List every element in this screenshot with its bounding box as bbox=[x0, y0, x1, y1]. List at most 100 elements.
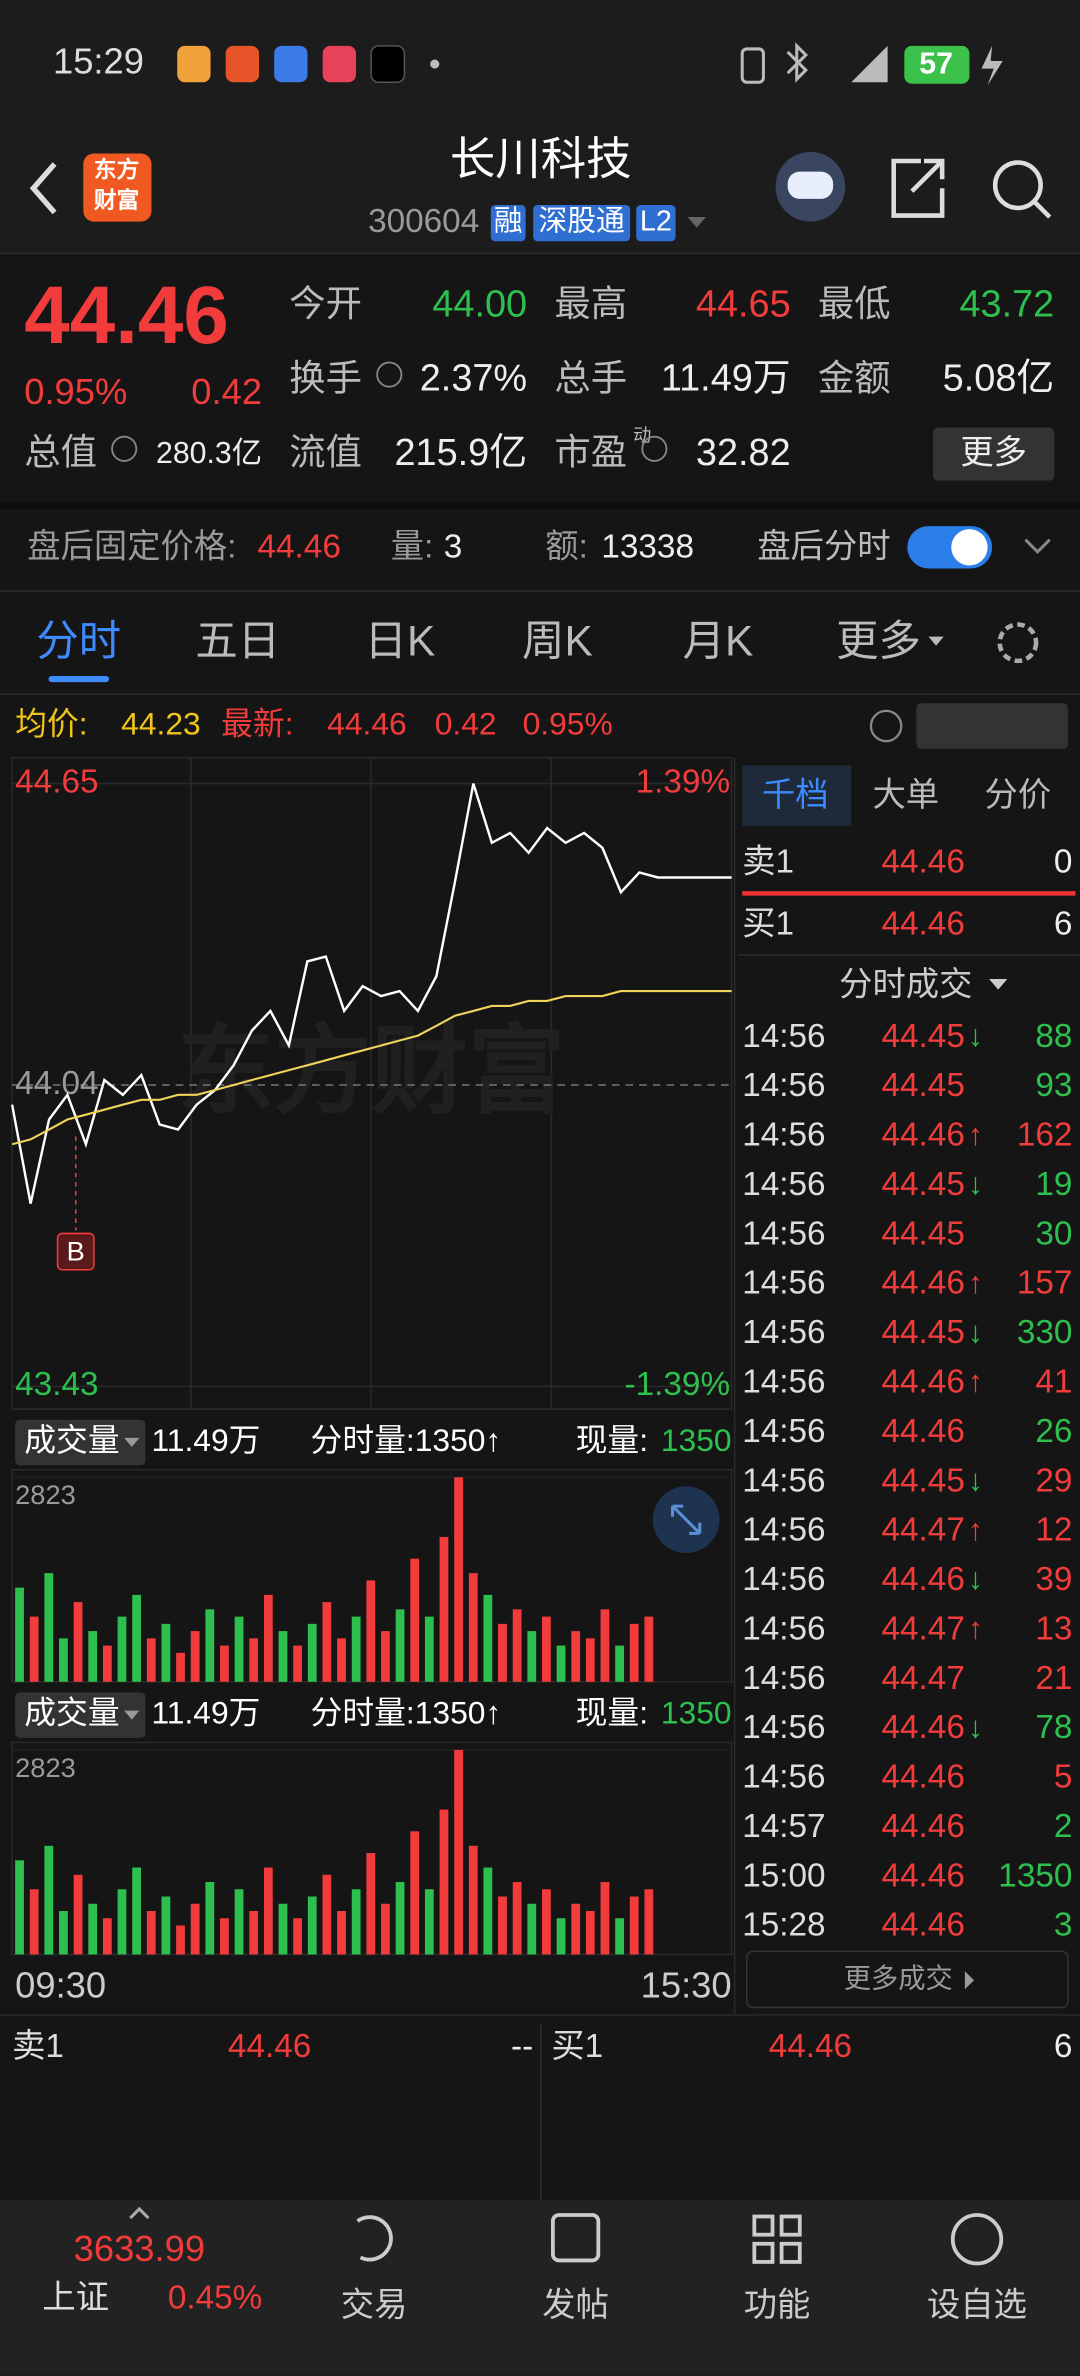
trade-vol: 88 bbox=[1035, 1018, 1072, 1055]
latest-value: 44.46 bbox=[327, 705, 407, 741]
trade-dir: ↑ bbox=[968, 1119, 983, 1152]
ah-label: 额: bbox=[545, 529, 588, 566]
clock: 15:29 bbox=[53, 41, 144, 82]
y-tick-label: 43.43 bbox=[15, 1366, 98, 1403]
volume-bar bbox=[322, 1874, 332, 1955]
nav-item[interactable]: 发帖 bbox=[542, 2287, 609, 2324]
trade-vol: 12 bbox=[1035, 1512, 1072, 1549]
volume-bar bbox=[117, 1889, 127, 1955]
trade-vol: 30 bbox=[1035, 1215, 1072, 1252]
ah-price: 44.46 bbox=[258, 529, 341, 566]
book-tab[interactable]: 分价 bbox=[985, 777, 1052, 814]
trade-vol: 1350 bbox=[998, 1857, 1072, 1894]
volume-bar bbox=[351, 1889, 361, 1955]
trade-price: 44.45 bbox=[882, 1166, 965, 1203]
more-trades-button[interactable] bbox=[746, 1950, 1069, 2009]
nav-item[interactable]: 设自选 bbox=[927, 2287, 1027, 2324]
volume-bar bbox=[600, 1882, 610, 1955]
volume-bar bbox=[29, 1889, 39, 1955]
volume-bar bbox=[59, 1638, 68, 1682]
field-value: 43.72 bbox=[959, 283, 1054, 325]
dropdown[interactable] bbox=[687, 217, 706, 228]
logo bbox=[83, 153, 152, 222]
chevron[interactable] bbox=[1024, 538, 1051, 554]
settings-button[interactable] bbox=[997, 622, 1039, 664]
tag-badge bbox=[533, 204, 631, 242]
trade-time: 15:00 bbox=[742, 1857, 825, 1894]
volume-selector[interactable] bbox=[15, 1692, 146, 1738]
search-button[interactable] bbox=[992, 160, 1043, 211]
volume-bar bbox=[629, 1623, 639, 1682]
trade-vol: 157 bbox=[1017, 1265, 1073, 1302]
volume-now-label: 现量: bbox=[576, 1422, 648, 1458]
x-label: 15:30 bbox=[641, 1964, 732, 2005]
trade-time: 14:56 bbox=[742, 1363, 825, 1400]
volume-bar bbox=[59, 1910, 68, 1955]
change: 0.42 bbox=[191, 371, 262, 412]
volume-bar bbox=[205, 1882, 215, 1955]
book-tab[interactable]: 千档 bbox=[762, 777, 829, 814]
trade-dir: ↓ bbox=[968, 1711, 983, 1744]
tab[interactable]: 五日 bbox=[195, 617, 280, 664]
tab[interactable]: 月K bbox=[683, 617, 754, 664]
volume-tick-label: 2823 bbox=[15, 1479, 76, 1510]
trade-vol: 5 bbox=[1054, 1759, 1073, 1796]
trade-time: 14:56 bbox=[742, 1512, 825, 1549]
trade-price: 44.47 bbox=[882, 1512, 965, 1549]
volume-bar bbox=[395, 1609, 405, 1682]
field-value: 44.65 bbox=[696, 283, 791, 325]
help-icon[interactable] bbox=[869, 709, 903, 743]
tab[interactable]: 日K bbox=[365, 617, 436, 664]
volume-bar bbox=[234, 1616, 244, 1682]
volume-bar bbox=[468, 1845, 478, 1955]
volume-now: 1350 bbox=[661, 1422, 732, 1458]
trade-price: 44.45 bbox=[882, 1215, 965, 1252]
trade-dir: ↑ bbox=[968, 1366, 983, 1399]
logo-text: 财富 bbox=[94, 187, 139, 213]
tab[interactable]: 周K bbox=[522, 617, 593, 664]
mode-bg bbox=[916, 703, 1068, 749]
volume-bar bbox=[615, 1918, 624, 1955]
tab[interactable]: 更多 bbox=[836, 617, 921, 664]
volume-bar bbox=[454, 1749, 463, 1955]
volume-bar bbox=[439, 1809, 449, 1955]
field-sup: 动 bbox=[633, 425, 651, 445]
book-tab[interactable]: 大单 bbox=[872, 777, 939, 814]
trade-time: 14:56 bbox=[742, 1314, 825, 1351]
tab[interactable]: 分时 bbox=[36, 617, 121, 664]
volume-bar bbox=[44, 1845, 54, 1955]
book-price: 44.46 bbox=[769, 2028, 852, 2065]
y2-tick-label: -1.39% bbox=[625, 1366, 731, 1403]
info-icon bbox=[376, 361, 403, 388]
trade-time: 14:56 bbox=[742, 1462, 825, 1499]
trade-vol: 330 bbox=[1017, 1314, 1073, 1351]
volume-bar bbox=[585, 1638, 595, 1682]
share-button[interactable] bbox=[891, 158, 945, 218]
price-line bbox=[10, 783, 732, 1204]
trade-time: 14:56 bbox=[742, 1117, 825, 1154]
trade-price: 44.45 bbox=[882, 1462, 965, 1499]
volume-bar bbox=[571, 1903, 581, 1955]
ah-amt: 13338 bbox=[601, 529, 694, 566]
field-label: 换手 bbox=[289, 357, 362, 398]
volume-bar bbox=[600, 1609, 610, 1682]
trade-price: 44.46 bbox=[882, 1413, 965, 1450]
volume-selector[interactable] bbox=[15, 1419, 146, 1466]
volume-bar bbox=[527, 1903, 537, 1955]
field-value: 44.00 bbox=[432, 283, 527, 325]
trade-time: 14:56 bbox=[742, 1215, 825, 1252]
marker-box bbox=[56, 1232, 95, 1271]
dot bbox=[430, 59, 440, 69]
more-button[interactable] bbox=[933, 427, 1055, 481]
volume-bar bbox=[293, 1918, 302, 1955]
nav-item[interactable]: 功能 bbox=[744, 2287, 811, 2324]
more-trades[interactable]: 更多成交 bbox=[844, 1962, 953, 1993]
trade-vol: 78 bbox=[1035, 1709, 1072, 1746]
volume-bar bbox=[278, 1903, 288, 1955]
tab-active-bg bbox=[742, 765, 852, 826]
volume-bar bbox=[483, 1594, 493, 1682]
nav-item[interactable]: 交易 bbox=[341, 2287, 408, 2324]
back-button[interactable] bbox=[29, 162, 57, 215]
trade-time: 14:56 bbox=[742, 1265, 825, 1302]
